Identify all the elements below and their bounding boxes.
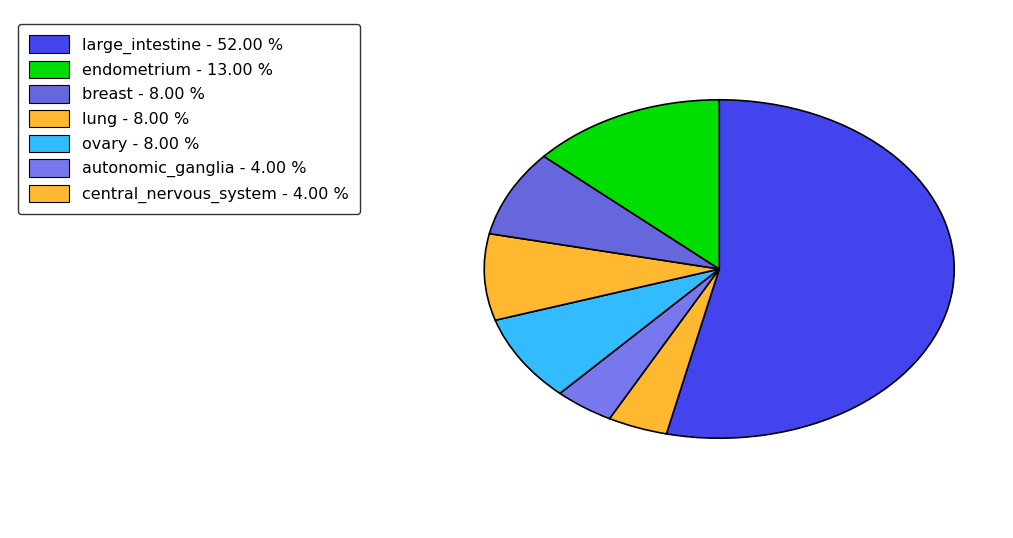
Legend: large_intestine - 52.00 %, endometrium - 13.00 %, breast - 8.00 %, lung - 8.00 %: large_intestine - 52.00 %, endometrium -…: [18, 24, 360, 214]
Wedge shape: [489, 157, 719, 269]
Wedge shape: [610, 269, 719, 434]
Wedge shape: [484, 233, 719, 320]
Wedge shape: [495, 269, 719, 393]
Wedge shape: [560, 269, 719, 419]
Wedge shape: [544, 100, 719, 269]
Wedge shape: [667, 100, 954, 438]
